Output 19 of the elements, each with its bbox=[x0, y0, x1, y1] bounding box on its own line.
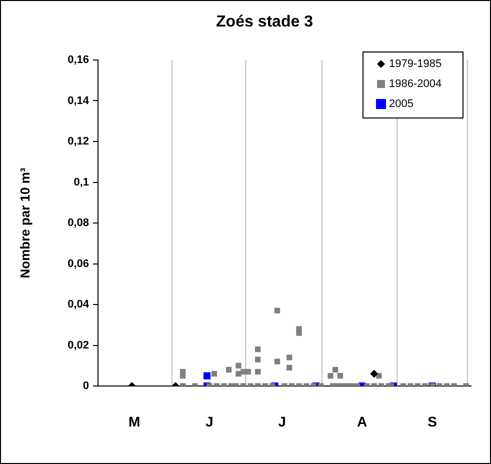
x-tick-label: S bbox=[428, 413, 437, 430]
y-tick-label: 0,02 bbox=[68, 339, 89, 352]
y-tick-label: 0,06 bbox=[68, 258, 89, 270]
x-tick-label: M bbox=[128, 413, 140, 430]
y-tick-label: 0,16 bbox=[68, 54, 89, 66]
x-tick-label: J bbox=[278, 413, 286, 430]
legend-label: 1986-2004 bbox=[389, 78, 442, 90]
x-tick-label: J bbox=[206, 413, 214, 430]
y-tick-label: 0 bbox=[82, 380, 89, 392]
y-tick-label: 0,12 bbox=[68, 136, 89, 148]
x-tick-label: A bbox=[356, 413, 368, 430]
y-axis-title: Nombre par 10 m³ bbox=[17, 167, 32, 278]
y-tick-label: 0,04 bbox=[68, 298, 90, 311]
y-tick-label: 0,14 bbox=[68, 94, 90, 107]
chart-title: Zoés stade 3 bbox=[216, 13, 314, 30]
legend-label: 2005 bbox=[389, 98, 414, 110]
legend-label: 1979-1985 bbox=[389, 58, 442, 70]
y-tick-label: 0,1 bbox=[74, 176, 89, 188]
y-tick-label: 0,08 bbox=[68, 217, 89, 230]
